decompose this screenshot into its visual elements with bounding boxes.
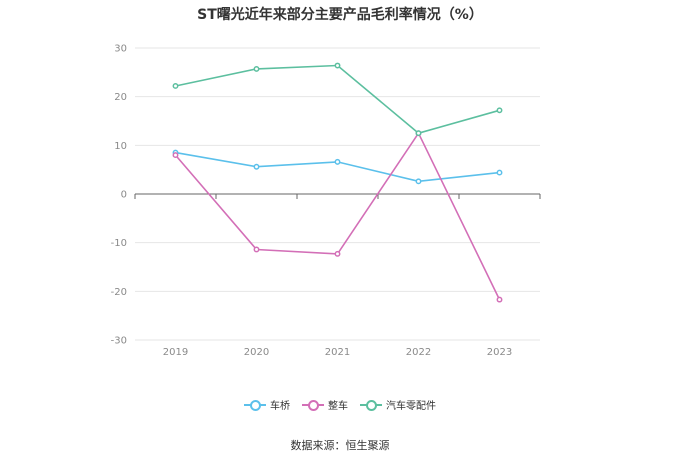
- series-line-0: [175, 151, 500, 183]
- x-tick-label: 2023: [487, 347, 512, 358]
- legend-marker-icon: [244, 399, 266, 411]
- data-point[interactable]: [415, 130, 422, 137]
- data-point[interactable]: [334, 158, 341, 165]
- data-point[interactable]: [334, 250, 341, 257]
- legend-label: 汽车零配件: [386, 401, 436, 412]
- legend-item-1[interactable]: 整车: [302, 397, 348, 412]
- y-tick-label: -20: [111, 287, 127, 298]
- series-line-1: [174, 131, 501, 300]
- data-point[interactable]: [253, 65, 260, 72]
- x-tick-label: 2021: [325, 347, 350, 358]
- data-point[interactable]: [496, 296, 503, 303]
- legend-item-0[interactable]: 车桥: [244, 397, 290, 412]
- y-tick-label: 20: [114, 92, 127, 103]
- y-tick-label: 10: [114, 141, 127, 152]
- data-point[interactable]: [496, 169, 503, 176]
- y-tick-label: 30: [114, 44, 127, 55]
- chart-title: ST曙光近年来部分主要产品毛利率情况（%）: [197, 7, 483, 23]
- data-point[interactable]: [415, 178, 422, 185]
- legend-label: 车桥: [270, 401, 290, 412]
- axis-layer: [134, 193, 541, 199]
- x-tick-label: 2019: [163, 347, 188, 358]
- x-tick-label: 2022: [406, 347, 431, 358]
- data-source-note: 数据来源：恒生聚源: [290, 439, 390, 452]
- data-point[interactable]: [496, 107, 503, 114]
- y-tick-label: -30: [111, 336, 127, 347]
- y-tick-label: -10: [111, 238, 127, 249]
- series-line-2: [175, 64, 500, 135]
- legend-label: 整车: [328, 401, 348, 412]
- x-tick-label: 2020: [244, 347, 269, 358]
- legend-item-2[interactable]: 汽车零配件: [360, 397, 436, 412]
- legend: 车桥 整车 汽车零配件: [0, 397, 680, 412]
- data-point[interactable]: [334, 62, 341, 69]
- data-point[interactable]: [253, 246, 260, 253]
- data-point[interactable]: [172, 83, 179, 89]
- tick-label-layer: 30 20 10 0 -10 -20 -30 2019 2020 2021 2022 2023: [111, 44, 513, 359]
- legend-marker-icon: [302, 399, 324, 411]
- legend-marker-icon: [360, 399, 382, 411]
- y-tick-label: 0: [121, 190, 127, 201]
- series-layer: [172, 62, 503, 303]
- data-point[interactable]: [172, 152, 179, 159]
- data-point[interactable]: [253, 163, 260, 170]
